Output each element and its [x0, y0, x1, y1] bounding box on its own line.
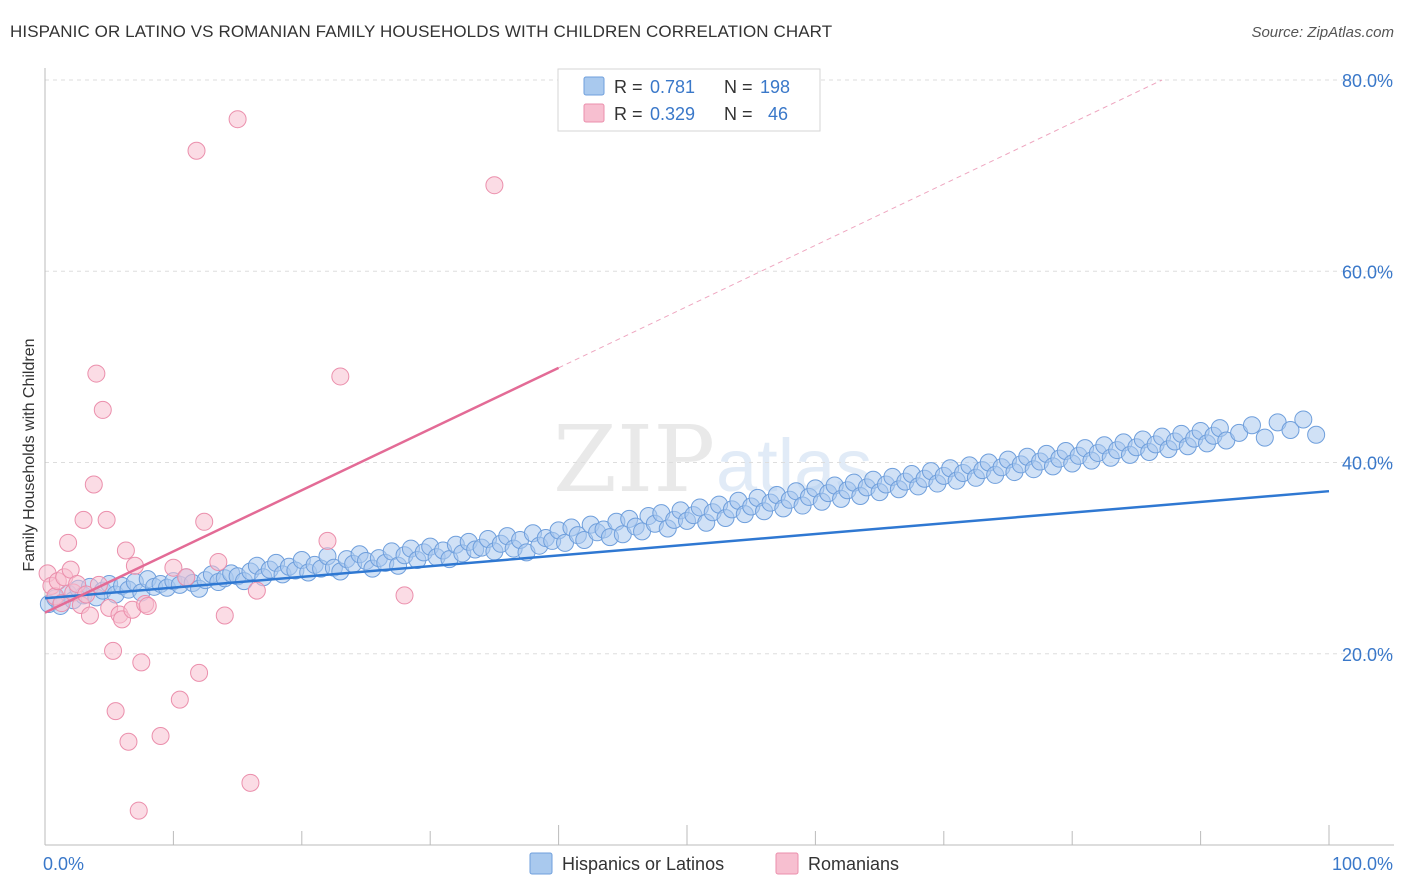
legend-r-value: 0.329 — [650, 104, 695, 124]
axes — [44, 68, 1394, 846]
y-tick-label-60: 60.0% — [1342, 262, 1393, 282]
legend-swatch-hispanics — [529, 852, 553, 875]
x-tick-label-min: 0.0% — [43, 854, 84, 874]
legend-r-value: 0.781 — [650, 77, 695, 97]
point-romanians — [84, 475, 103, 494]
point-romanians — [104, 641, 123, 660]
legend-n-value: 198 — [760, 77, 790, 97]
point-romanians — [170, 690, 189, 709]
point-romanians — [177, 568, 196, 587]
trend-lines — [44, 79, 1330, 614]
legend-swatch-romanians — [775, 852, 799, 875]
trend-line-hispanics — [44, 489, 1330, 600]
point-romanians — [138, 596, 157, 615]
point-hispanics — [1255, 428, 1274, 447]
point-romanians — [247, 581, 266, 600]
legend-n-value: 46 — [768, 104, 788, 124]
watermark: ZIP atlas — [553, 406, 872, 513]
series-hispanics-points — [39, 410, 1326, 615]
point-romanians — [395, 586, 414, 605]
point-romanians — [318, 531, 337, 550]
point-romanians — [74, 510, 93, 529]
trend-line-romanians — [44, 366, 560, 614]
point-romanians — [80, 606, 99, 625]
point-romanians — [485, 176, 504, 195]
point-hispanics — [1242, 416, 1261, 435]
point-romanians — [164, 558, 183, 577]
legend-swatch-blue — [583, 76, 605, 96]
series-legend: Hispanics or Latinos Romanians — [529, 852, 899, 875]
trend-line-romanians-extension — [558, 79, 1163, 369]
y-axis-label: Family Households with Children — [21, 339, 38, 572]
legend-n-label: N = — [724, 104, 753, 124]
point-romanians — [87, 364, 106, 383]
point-romanians — [215, 606, 234, 625]
point-hispanics — [1281, 420, 1300, 439]
x-tick-label-max: 100.0% — [1332, 854, 1393, 874]
point-romanians — [228, 110, 247, 129]
y-tick-label-80: 80.0% — [1342, 71, 1393, 91]
legend-n-label: N = — [724, 77, 753, 97]
legend-r-label: R = — [614, 104, 643, 124]
y-tick-label-20: 20.0% — [1342, 645, 1393, 665]
point-romanians — [119, 732, 138, 751]
watermark-zip: ZIP — [553, 406, 715, 513]
legend-label-hispanics: Hispanics or Latinos — [562, 854, 724, 874]
y-tick-label-40: 40.0% — [1342, 454, 1393, 474]
point-romanians — [106, 702, 125, 721]
point-romanians — [190, 663, 209, 682]
x-tick-labels: 0.0% 100.0% — [43, 854, 1393, 874]
point-romanians — [129, 801, 148, 820]
source-credit: Source: ZipAtlas.com — [1251, 24, 1394, 41]
point-romanians — [97, 510, 116, 529]
legend-swatch-pink — [583, 103, 605, 123]
point-romanians — [241, 773, 260, 792]
point-romanians — [93, 400, 112, 419]
point-romanians — [151, 726, 170, 745]
axis-ticks — [44, 825, 1330, 845]
series-romanians-points — [38, 110, 504, 820]
y-tick-labels: 20.0% 40.0% 60.0% 80.0% — [1342, 71, 1393, 665]
point-romanians — [195, 512, 214, 531]
point-romanians — [59, 533, 78, 552]
point-hispanics — [1307, 425, 1326, 444]
legend-r-label: R = — [614, 77, 643, 97]
point-romanians — [209, 552, 228, 571]
point-romanians — [187, 141, 206, 160]
stats-legend: R = 0.781 N = 198 R = 0.329 N = 46 — [557, 68, 821, 132]
point-romanians — [132, 653, 151, 672]
chart-title: HISPANIC OR LATINO VS ROMANIAN FAMILY HO… — [10, 22, 833, 41]
legend-label-romanians: Romanians — [808, 854, 899, 874]
point-romanians — [331, 367, 350, 386]
point-romanians — [116, 541, 135, 560]
point-hispanics — [1294, 410, 1313, 429]
